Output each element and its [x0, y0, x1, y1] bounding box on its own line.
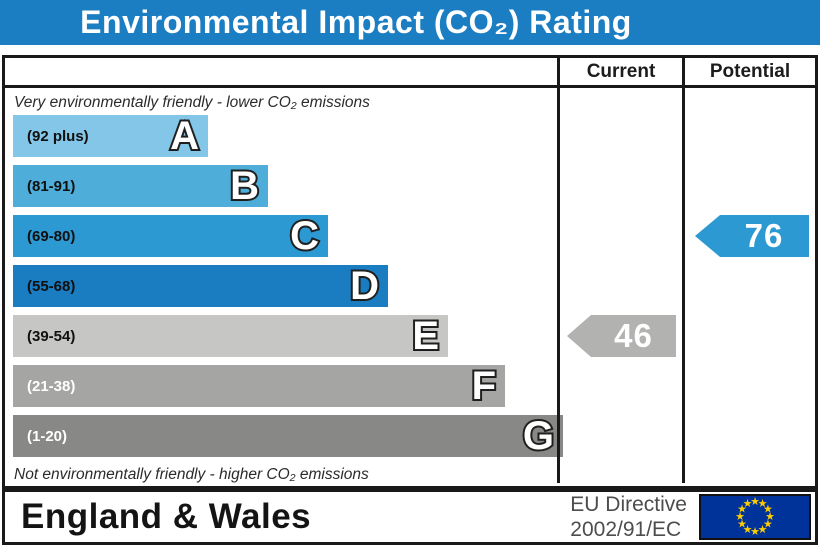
- eu-flag-star: ★: [757, 523, 768, 536]
- eu-directive-line2: 2002/91/EC: [570, 518, 682, 541]
- band-range-label: (92 plus): [27, 127, 89, 145]
- eu-flag-star: ★: [742, 523, 753, 536]
- band-letter: A: [168, 113, 201, 159]
- band-bar-e: (39-54) E: [13, 313, 448, 359]
- band-bar-c: (69-80) C: [13, 213, 328, 259]
- region-label: England & Wales: [21, 497, 312, 536]
- rating-table: Current Potential Very environmentally f…: [2, 55, 818, 489]
- band-bar-g: (1-20) G: [13, 413, 563, 459]
- eu-flag-star: ★: [757, 498, 768, 511]
- caption-bottom: Not environmentally friendly - higher CO…: [14, 466, 369, 483]
- potential-rating-value: 76: [744, 217, 784, 254]
- current-column: 46: [557, 88, 682, 483]
- chart-title: Environmental Impact (CO₂) Rating: [80, 4, 632, 40]
- eu-flag-star: ★: [737, 503, 747, 516]
- band-bar-a: (92 plus) A: [13, 113, 208, 159]
- band-bar-b: (81-91) B: [13, 163, 268, 209]
- potential-rating-arrow: 76: [695, 215, 809, 257]
- band-row-f: (21-38) F: [5, 363, 557, 415]
- eu-flag-icon: ★ ★ ★ ★ ★ ★ ★ ★ ★ ★ ★ ★: [699, 494, 811, 540]
- band-row-a: (92 plus) A: [5, 113, 557, 165]
- band-letter: D: [348, 263, 381, 309]
- eu-flag-star: ★: [750, 526, 760, 538]
- band-letter: B: [228, 163, 261, 209]
- table-body: Very environmentally friendly - lower CO…: [5, 88, 815, 483]
- eu-directive-line1: EU Directive: [570, 493, 687, 516]
- band-bar-d: (55-68) D: [13, 263, 388, 309]
- current-rating-value: 46: [614, 317, 653, 354]
- current-rating-arrow: 46: [567, 315, 676, 357]
- band-range-label: (69-80): [27, 227, 76, 245]
- band-row-c: (69-80) C: [5, 213, 557, 265]
- band-range-label: (81-91): [27, 177, 76, 195]
- footer-bar: England & Wales EU Directive 2002/91/EC …: [2, 489, 818, 545]
- band-letter: E: [410, 313, 441, 359]
- table-header-row: Current Potential: [5, 58, 815, 88]
- band-row-e: (39-54) E: [5, 313, 557, 365]
- band-range-label: (55-68): [27, 277, 76, 295]
- eu-directive-label: EU Directive 2002/91/EC: [570, 492, 687, 542]
- column-header-bands: [5, 58, 557, 85]
- band-row-d: (55-68) D: [5, 263, 557, 315]
- eu-flag-star: ★: [735, 511, 745, 523]
- eu-flag-star: ★: [742, 498, 753, 511]
- band-range-label: (39-54): [27, 327, 76, 345]
- eu-flag-star: ★: [765, 511, 775, 523]
- eu-flag-star: ★: [750, 496, 760, 508]
- eu-flag-star: ★: [763, 503, 773, 516]
- band-row-b: (81-91) B: [5, 163, 557, 215]
- band-bar-f: (21-38) F: [13, 363, 505, 409]
- potential-column: 76: [682, 88, 815, 483]
- chart-title-bar: Environmental Impact (CO₂) Rating: [0, 0, 820, 45]
- band-row-g: (1-20) G: [5, 413, 563, 465]
- band-letter: C: [288, 213, 321, 259]
- band-ladder: Very environmentally friendly - lower CO…: [5, 88, 563, 483]
- band-letter: F: [470, 363, 499, 409]
- band-range-label: (1-20): [27, 427, 68, 445]
- band-letter: G: [521, 413, 556, 459]
- column-header-potential: Potential: [682, 58, 815, 85]
- column-header-current: Current: [557, 58, 682, 85]
- band-range-label: (21-38): [27, 377, 76, 395]
- caption-top: Very environmentally friendly - lower CO…: [14, 94, 370, 111]
- eu-flag-star: ★: [737, 518, 747, 531]
- eu-flag-star: ★: [763, 518, 773, 531]
